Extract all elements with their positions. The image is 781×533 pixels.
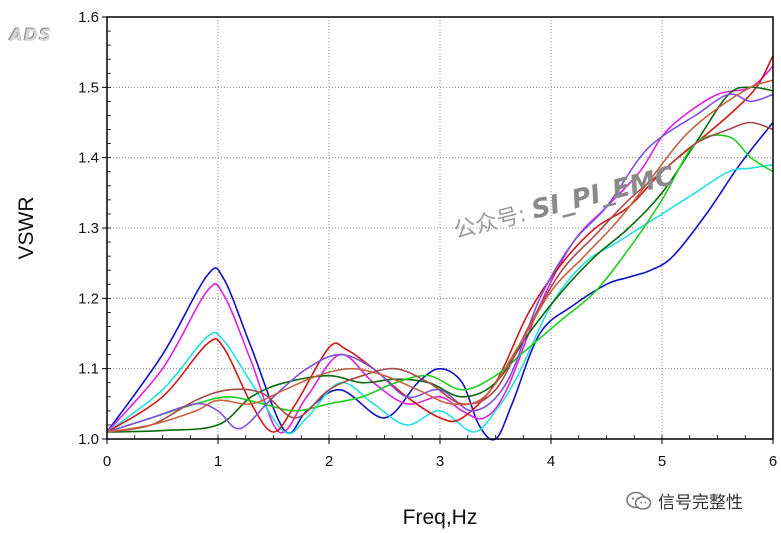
series-layer bbox=[106, 55, 774, 441]
series-line-6 bbox=[106, 134, 774, 433]
x-tick-label: 4 bbox=[547, 453, 555, 470]
grid-layer bbox=[107, 17, 773, 439]
y-axis-title: VSWR bbox=[15, 197, 38, 260]
x-tick-label: 2 bbox=[325, 453, 333, 470]
ads-logo: ADS bbox=[10, 26, 53, 46]
y-tick-label: 1.0 bbox=[78, 431, 99, 448]
series-line-3 bbox=[106, 163, 774, 435]
x-tick-label: 5 bbox=[658, 453, 666, 470]
x-tick-label: 0 bbox=[103, 453, 111, 470]
y-tick-label: 1.4 bbox=[78, 150, 99, 167]
y-tick-label: 1.3 bbox=[78, 220, 99, 237]
wechat-icon bbox=[626, 491, 652, 510]
series-line-2 bbox=[106, 65, 774, 434]
y-tick-label: 1.6 bbox=[78, 9, 99, 26]
y-tick-label: 1.1 bbox=[78, 361, 99, 378]
account-tag: 信号完整性 bbox=[626, 488, 743, 513]
account-name: 信号完整性 bbox=[658, 493, 743, 513]
series-line-9 bbox=[106, 79, 774, 433]
tick-layer: 0 1 2 3 4 5 6 1.0 1.1 1.2 1.3 1.4 1.5 1.6 bbox=[78, 9, 777, 470]
y-tick-label: 1.5 bbox=[78, 79, 99, 96]
y-tick-label: 1.2 bbox=[78, 290, 99, 307]
x-tick-label: 3 bbox=[436, 453, 444, 470]
x-axis-title: Freq,Hz bbox=[403, 506, 478, 529]
series-line-7 bbox=[106, 93, 774, 433]
x-tick-label: 1 bbox=[214, 453, 222, 470]
x-tick-label: 6 bbox=[769, 453, 777, 470]
series-line-1 bbox=[106, 122, 774, 441]
